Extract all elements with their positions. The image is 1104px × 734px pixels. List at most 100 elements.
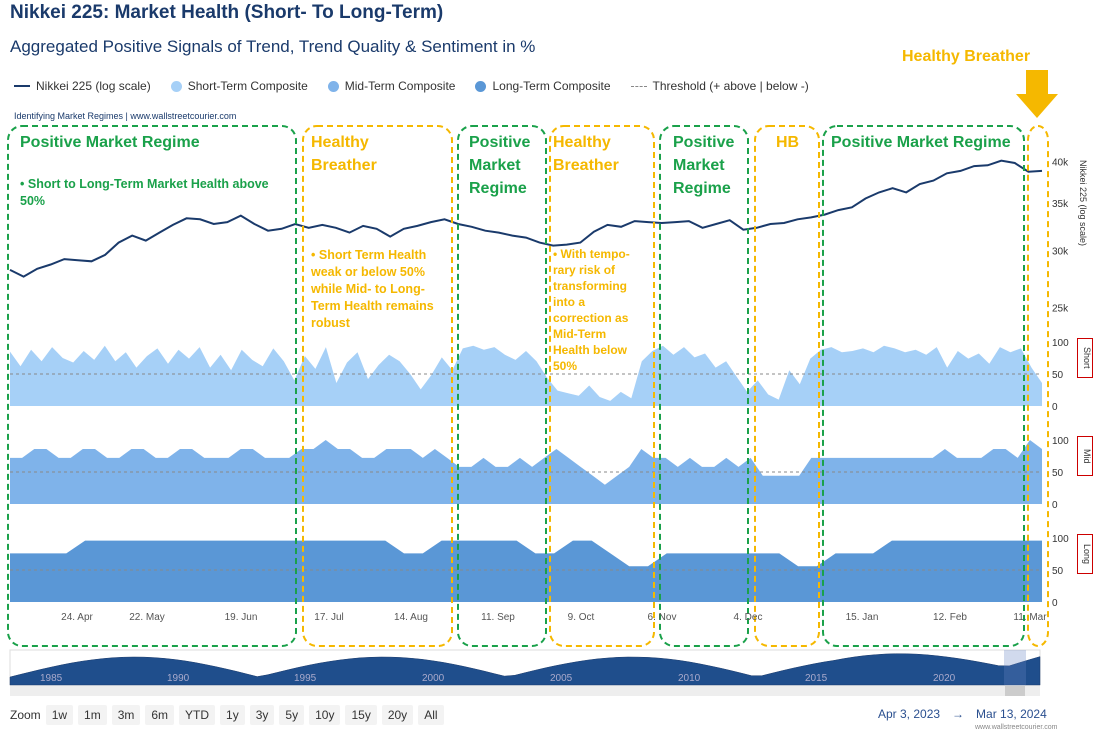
zoom-1w-button[interactable]: 1w (45, 705, 74, 725)
regime-box (754, 125, 820, 647)
long-area (10, 540, 1042, 602)
navigator-year-label: 2005 (550, 673, 573, 684)
legend-item-threshold[interactable]: Threshold (+ above | below -) (630, 79, 809, 93)
regime-label-1: Positive Market Regime (20, 134, 200, 151)
regime-label-3: Positive Market Regime (469, 134, 531, 197)
regime-note-4: • With tempo-rary risk of transforming i… (553, 247, 630, 373)
price-tick-label: 35k (1052, 199, 1069, 210)
short-tick-label: 50 (1052, 370, 1064, 381)
range-arrow: → (952, 707, 965, 721)
legend-label: Threshold (+ above | below -) (652, 79, 809, 93)
zoom-3y-button[interactable]: 3y (249, 705, 275, 725)
dot-symbol-icon (475, 80, 487, 92)
zoom-all-button[interactable]: All (418, 705, 444, 725)
regime-note-2: • Short Term Health weak or below 50% wh… (311, 248, 434, 330)
x-tick-label: 19. Jun (225, 612, 258, 623)
x-tick-label: 24. Apr (61, 612, 93, 623)
long-tick-label: 0 (1052, 598, 1058, 609)
dash-symbol-icon (630, 85, 647, 87)
price-axis-label: Nikkei 225 (log scale) (1078, 160, 1088, 247)
price-tick-label: 25k (1052, 303, 1069, 314)
long-tick-label: 100 (1052, 534, 1069, 545)
regime-box (457, 125, 547, 647)
regime-note-text: Short Term Health weak or below 50% whil… (311, 248, 434, 330)
price-tick-label: 30k (1052, 247, 1069, 258)
x-tick-label: 6. Nov (648, 612, 677, 623)
mid-tick-label: 100 (1052, 436, 1069, 447)
navigator-year-label: 2000 (422, 673, 445, 684)
navigator-year-label: 1985 (40, 673, 63, 684)
range-to-input[interactable]: Mar 13, 2024 (976, 707, 1047, 721)
zoom-label: Zoom (10, 708, 41, 722)
x-tick-label: 15. Jan (846, 612, 879, 623)
legend-label: Nikkei 225 (log scale) (36, 79, 151, 93)
navigator-year-label: 2015 (805, 673, 828, 684)
regime-note-1: • Short to Long-Term Market Health above… (20, 177, 269, 208)
short-area (10, 345, 1042, 406)
zoom-1y-button[interactable]: 1y (220, 705, 245, 725)
legend-item-long[interactable]: Long-Term Composite (475, 79, 611, 93)
x-tick-label: 22. May (129, 612, 165, 623)
date-range: Apr 3, 2023 → Mar 13, 2024 (872, 707, 1053, 721)
zoom-5y-button[interactable]: 5y (279, 705, 305, 725)
regime-label-2: Healthy Breather (311, 134, 377, 174)
navigator-year-label: 1995 (294, 673, 317, 684)
zoom-6m-button[interactable]: 6m (145, 705, 175, 725)
x-tick-label: 4. Dec (734, 612, 763, 623)
price-tick-label: 40k (1052, 157, 1069, 168)
mid-axis-label: Mid (1077, 436, 1093, 476)
navigator-scrollbar (10, 686, 1040, 696)
regime-label-7: Positive Market Regime (831, 134, 1011, 151)
regime-box (1027, 125, 1049, 647)
regime-note-text: Short to Long-Term Market Health above 5… (20, 177, 269, 208)
zoom-ytd-button[interactable]: YTD (179, 705, 216, 725)
line-symbol-icon (14, 85, 30, 87)
short-axis-label: Short (1077, 338, 1093, 378)
navigator-series (9, 653, 1041, 686)
down-arrow-icon (1016, 94, 1058, 118)
site-watermark: www.wallstreetcourier.com (975, 724, 1058, 731)
mid-tick-label: 50 (1052, 468, 1064, 479)
regime-note-text: With tempo-rary risk of transforming int… (553, 247, 630, 373)
x-tick-label: 9. Oct (568, 612, 595, 623)
x-tick-label: 11. Sep (481, 612, 515, 623)
zoom-3m-button[interactable]: 3m (111, 705, 141, 725)
zoom-1m-button[interactable]: 1m (78, 705, 107, 725)
short-tick-label: 100 (1052, 338, 1069, 349)
zoom-10y-button[interactable]: 10y (309, 705, 341, 725)
x-tick-label: 14. Aug (394, 612, 428, 623)
regime-label-6: HB (776, 134, 800, 151)
regime-label-5: Positive Market Regime (673, 134, 735, 197)
navigator-year-label: 2020 (933, 673, 956, 684)
zoom-20y-button[interactable]: 20y (381, 705, 414, 725)
regime-box (549, 125, 655, 647)
mid-tick-label: 0 (1052, 500, 1058, 511)
legend-item-price[interactable]: Nikkei 225 (log scale) (14, 79, 151, 93)
legend-item-mid[interactable]: Mid-Term Composite (327, 79, 456, 93)
x-tick-label: 12. Feb (933, 612, 967, 623)
regime-label-4: Healthy Breather (553, 134, 619, 174)
legend-item-short[interactable]: Short-Term Composite (170, 79, 308, 93)
scrollbar-thumb (1005, 686, 1025, 696)
legend-label: Long-Term Composite (492, 79, 611, 93)
price-series-line (9, 159, 1043, 278)
short-tick-label: 0 (1052, 402, 1058, 413)
chart-title: Nikkei 225: Market Health (Short- To Lon… (10, 2, 444, 23)
range-from-input[interactable]: Apr 3, 2023 (878, 707, 941, 721)
dot-symbol-icon (327, 80, 339, 92)
long-axis-label: Long (1077, 534, 1093, 574)
long-tick-label: 50 (1052, 566, 1064, 577)
regime-box (302, 125, 453, 647)
dot-symbol-icon (170, 80, 182, 92)
credit-text: Identifying Market Regimes | www.wallstr… (14, 111, 237, 121)
legend-label: Short-Term Composite (187, 79, 308, 93)
navigator-year-label: 2010 (678, 673, 701, 684)
zoom-15y-button[interactable]: 15y (345, 705, 377, 725)
legend-label: Mid-Term Composite (344, 79, 456, 93)
top-annotation: Healthy Breather (902, 48, 1031, 65)
navigator-selection (1004, 650, 1026, 685)
navigator-year-label: 1990 (167, 673, 190, 684)
x-tick-label: 17. Jul (314, 612, 343, 623)
regime-box (659, 125, 749, 647)
